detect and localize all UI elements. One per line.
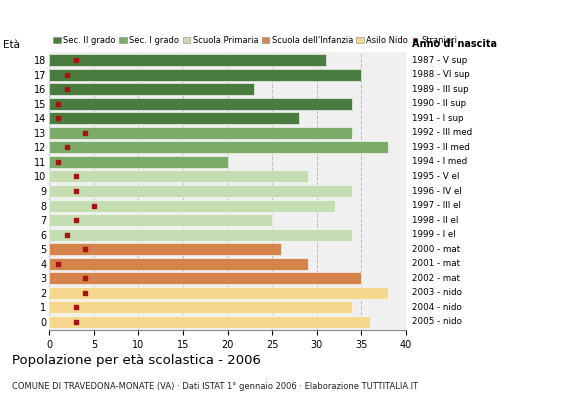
Text: 1990 - II sup: 1990 - II sup xyxy=(412,99,466,108)
Text: 1993 - II med: 1993 - II med xyxy=(412,143,470,152)
Text: 2004 - nido: 2004 - nido xyxy=(412,303,462,312)
Bar xyxy=(49,127,353,139)
Bar xyxy=(49,141,388,153)
Text: 2003 - nido: 2003 - nido xyxy=(412,288,462,297)
Bar xyxy=(49,243,281,255)
Bar xyxy=(49,272,361,284)
Text: Popolazione per età scolastica - 2006: Popolazione per età scolastica - 2006 xyxy=(12,354,260,367)
Bar xyxy=(49,54,326,66)
Text: 1997 - III el: 1997 - III el xyxy=(412,201,461,210)
Bar xyxy=(49,302,353,314)
Text: Anno di nascita: Anno di nascita xyxy=(412,39,497,49)
Text: 1992 - III med: 1992 - III med xyxy=(412,128,473,137)
Bar xyxy=(49,200,335,212)
Bar xyxy=(49,316,371,328)
Text: 1987 - V sup: 1987 - V sup xyxy=(412,56,467,64)
Legend: Sec. II grado, Sec. I grado, Scuola Primaria, Scuola dell'Infanzia, Asilo Nido, : Sec. II grado, Sec. I grado, Scuola Prim… xyxy=(53,36,458,45)
Bar xyxy=(49,287,388,299)
Text: 1996 - IV el: 1996 - IV el xyxy=(412,186,462,196)
Text: 1988 - VI sup: 1988 - VI sup xyxy=(412,70,470,79)
Bar xyxy=(49,68,361,80)
Bar xyxy=(49,156,228,168)
Text: 1999 - I el: 1999 - I el xyxy=(412,230,456,239)
Text: 2005 - nido: 2005 - nido xyxy=(412,318,462,326)
Bar xyxy=(49,214,272,226)
Bar xyxy=(49,112,299,124)
Text: 2002 - mat: 2002 - mat xyxy=(412,274,461,283)
Text: 2001 - mat: 2001 - mat xyxy=(412,259,461,268)
Bar xyxy=(49,98,353,110)
Text: Età: Età xyxy=(3,40,20,50)
Bar xyxy=(49,258,308,270)
Bar xyxy=(49,229,353,241)
Text: 1989 - III sup: 1989 - III sup xyxy=(412,85,469,94)
Bar xyxy=(49,83,255,95)
Bar xyxy=(49,185,353,197)
Text: 1998 - II el: 1998 - II el xyxy=(412,216,459,225)
Text: 1995 - V el: 1995 - V el xyxy=(412,172,459,181)
Text: 1991 - I sup: 1991 - I sup xyxy=(412,114,464,123)
Text: COMUNE DI TRAVEDONA-MONATE (VA) · Dati ISTAT 1° gennaio 2006 · Elaborazione TUTT: COMUNE DI TRAVEDONA-MONATE (VA) · Dati I… xyxy=(12,382,418,391)
Text: 1994 - I med: 1994 - I med xyxy=(412,157,467,166)
Text: 2000 - mat: 2000 - mat xyxy=(412,245,461,254)
Bar xyxy=(49,170,308,182)
